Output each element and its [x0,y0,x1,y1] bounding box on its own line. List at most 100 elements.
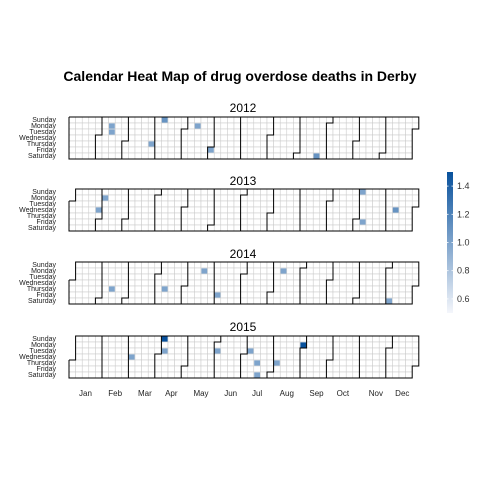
day-cell [108,273,116,281]
day-cell [154,224,162,232]
day-cell [266,128,274,136]
day-cell [326,200,334,208]
day-cell [95,116,103,124]
day-cell [147,261,156,269]
day-cell [114,128,123,136]
day-cell [319,134,327,142]
day-cell [154,335,162,343]
data-cell-2015-07-18 [254,372,260,378]
day-cell [194,146,202,154]
day-cell [114,122,123,130]
day-cell [75,347,83,355]
day-cell [293,122,301,130]
day-cell [260,194,268,202]
day-cell [372,291,380,299]
day-cell [154,122,162,130]
day-cell [167,273,175,281]
day-cell [352,218,360,226]
day-cell [213,353,222,361]
day-cell [95,218,103,226]
day-cell [114,152,123,160]
day-cell [187,134,195,142]
day-cell [220,285,228,293]
day-cell [167,365,175,373]
day-cell [253,140,261,148]
day-cell [121,359,129,367]
day-cell [260,152,268,160]
day-cell [108,194,116,202]
day-cell [365,341,373,349]
day-cell [114,371,123,379]
day-cell [213,359,222,367]
day-cell [378,347,387,355]
day-cell [108,341,116,349]
month-label-nov: Nov [369,389,383,398]
day-cell [147,146,156,154]
day-cell [345,353,354,361]
data-cell-2013-02-04 [102,195,109,201]
day-cell [319,365,327,373]
day-cell [81,146,90,154]
day-cell [207,122,215,130]
day-cell [279,122,288,130]
day-label-thursday: Thursday [27,213,57,220]
month-label-jan: Jan [79,389,92,398]
day-cell [279,194,288,202]
day-cell [293,218,301,226]
day-cell [326,353,334,361]
day-cell [121,365,129,373]
data-cell-2013-12-11 [392,207,399,213]
day-cell [161,279,169,287]
day-cell [319,140,327,148]
day-cell [207,267,215,275]
day-cell [114,279,123,287]
day-cell [233,291,241,299]
day-cell [174,341,182,349]
day-cell [279,273,288,281]
day-cell [345,291,354,299]
day-cell [359,273,367,281]
day-cell [359,206,367,214]
day-cell [398,371,406,379]
day-cell [312,353,321,361]
day-cell [378,267,387,275]
day-cell [88,273,96,281]
day-label-monday: Monday [31,342,56,349]
day-cell [68,359,76,367]
day-cell [213,212,222,220]
panel-title-2014: 2014 [230,247,257,261]
day-cell [273,335,281,343]
day-cell [365,261,373,269]
day-label-saturday: Saturday [28,153,57,160]
day-cell [339,152,347,160]
day-cell [180,261,189,269]
day-cell [312,206,321,214]
day-cell [167,134,175,142]
day-cell [81,194,90,202]
day-cell [345,285,354,293]
day-cell [273,261,281,269]
day-cell [326,224,334,232]
day-cell [141,341,149,349]
day-cell [385,273,393,281]
day-cell [114,194,123,202]
day-cell [319,206,327,214]
day-cell [385,134,393,142]
day-cell [68,206,76,214]
day-cell [88,279,96,287]
day-cell [293,335,301,343]
day-cell [392,134,400,142]
day-cell [352,122,360,130]
day-cell [260,291,268,299]
day-cell [273,200,281,208]
day-cell [378,188,387,196]
day-cell [167,152,175,160]
day-cell [306,347,314,355]
day-cell [266,188,274,196]
day-cell [154,152,162,160]
day-cell [174,285,182,293]
day-cell [293,261,301,269]
day-cell [220,297,228,305]
day-cell [220,152,228,160]
data-cell-2013-11-08 [359,219,366,225]
